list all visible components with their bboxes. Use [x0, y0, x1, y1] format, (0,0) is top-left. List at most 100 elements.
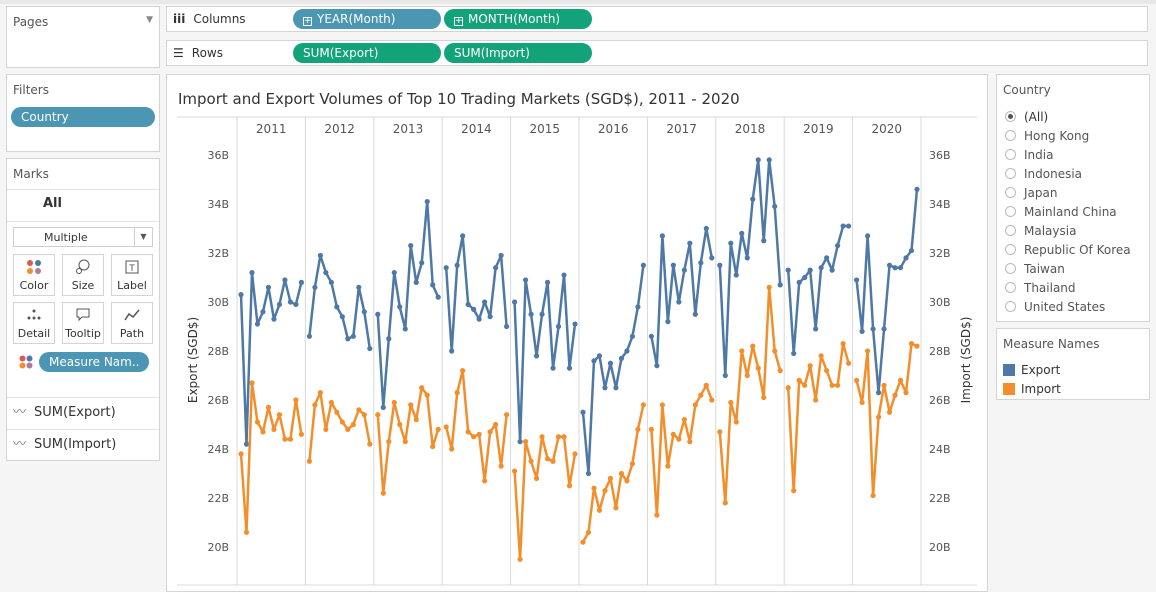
import-point [897, 377, 904, 383]
export-point [785, 267, 791, 273]
rows-icon: ☰ [173, 46, 184, 60]
rows-shelf[interactable]: ☰ Rows SUM(Export) SUM(Import) [166, 40, 1148, 66]
export-point [591, 358, 597, 364]
pages-card[interactable]: Pages ▼ [6, 6, 160, 68]
country-option[interactable]: Hong Kong [1005, 127, 1089, 145]
sum-import-pill[interactable]: SUM(Import) [444, 43, 592, 63]
export-point [555, 323, 562, 330]
import-point [908, 341, 915, 347]
export-point [350, 333, 356, 339]
export-point [254, 321, 261, 327]
y-axis-title-right: Import (SGD$) [959, 317, 973, 404]
country-option[interactable]: Republic Of Korea [1005, 241, 1131, 259]
import-point [397, 421, 403, 428]
radio-button[interactable] [1005, 149, 1016, 160]
country-filter-pill[interactable]: Country [11, 107, 155, 127]
country-option[interactable]: India [1005, 146, 1053, 164]
import-point [859, 399, 865, 406]
tooltip-button-label: Tooltip [65, 327, 101, 340]
country-option[interactable]: Malaysia [1005, 222, 1076, 240]
country-option[interactable]: United States [1005, 298, 1105, 316]
columns-shelf[interactable]: iii Columns + YEAR(Month) + MONTH(Month) [166, 6, 1148, 32]
export-point [402, 326, 408, 332]
import-point [254, 419, 261, 425]
import-point [306, 458, 312, 464]
country-filter-card: Country (All) Hong Kong India Indonesia Japa… [996, 74, 1150, 322]
import-point [744, 372, 750, 379]
color-button[interactable]: Color [13, 254, 55, 296]
label-button[interactable]: T Label [111, 254, 153, 296]
export-point [733, 272, 739, 278]
marks-measure-import[interactable]: 〰 SUM(Import) [13, 430, 116, 460]
export-point [238, 292, 244, 298]
export-point [750, 196, 756, 202]
export-point [361, 309, 367, 315]
marks-measure-export[interactable]: 〰 SUM(Export) [13, 398, 116, 428]
export-point [282, 277, 288, 283]
import-point [517, 556, 523, 562]
top-header-strip [0, 0, 1156, 4]
month-month-pill[interactable]: + MONTH(Month) [444, 9, 592, 29]
country-option[interactable]: Thailand [1005, 279, 1076, 297]
export-point [249, 270, 255, 276]
import-point [777, 368, 783, 374]
import-point [709, 397, 715, 403]
import-point [265, 404, 272, 410]
export-line-segment [513, 273, 577, 443]
y-tick-right: 28B [929, 345, 951, 358]
path-button[interactable]: Path [111, 302, 153, 344]
chevron-down-icon[interactable]: ▼ [146, 15, 153, 25]
export-point [449, 348, 455, 354]
export-point [717, 262, 723, 268]
radio-button[interactable] [1005, 263, 1016, 274]
line-chart[interactable]: Import and Export Volumes of Top 10 Trad… [167, 75, 987, 591]
import-point [339, 419, 345, 425]
export-line-segment [444, 234, 508, 353]
import-point [687, 439, 693, 445]
tooltip-button[interactable]: Tooltip [62, 302, 104, 344]
radio-button[interactable] [1005, 244, 1016, 255]
measure-names-legend: Measure Names Export Import [996, 328, 1150, 400]
import-point [728, 399, 734, 406]
radio-button[interactable] [1005, 168, 1016, 179]
radio-button[interactable] [1005, 111, 1016, 122]
radio-button[interactable] [1005, 187, 1016, 198]
year-month-pill[interactable]: + YEAR(Month) [293, 9, 441, 29]
radio-button[interactable] [1005, 206, 1016, 217]
radio-button[interactable] [1005, 130, 1016, 141]
country-option[interactable]: Taiwan [1005, 260, 1065, 278]
detail-button[interactable]: Detail [13, 302, 55, 344]
export-point [408, 243, 414, 249]
legend-title: Measure Names [1003, 337, 1100, 351]
import-point [430, 443, 436, 450]
legend-item-import[interactable]: Import [1003, 380, 1061, 398]
export-point [796, 279, 802, 285]
import-point [561, 434, 567, 440]
detail-button-label: Detail [17, 327, 51, 340]
country-option[interactable]: Mainland China [1005, 203, 1117, 221]
marks-all-label[interactable]: All [43, 196, 62, 211]
radio-button[interactable] [1005, 301, 1016, 312]
radio-button[interactable] [1005, 225, 1016, 236]
import-point [367, 441, 373, 447]
import-point [555, 434, 562, 440]
measure-names-color-pill[interactable]: Measure Nam.. [39, 352, 149, 372]
import-point [293, 397, 299, 403]
size-button[interactable]: Size [62, 254, 104, 296]
import-line-segment [513, 435, 577, 561]
chevron-down-icon: ▼ [134, 228, 152, 246]
country-option[interactable]: Indonesia [1005, 165, 1082, 183]
import-point [654, 512, 660, 518]
export-point [728, 240, 734, 246]
sum-export-pill[interactable]: SUM(Export) [293, 43, 441, 63]
country-option[interactable]: (All) [1005, 108, 1048, 126]
path-icon [112, 303, 152, 325]
mark-type-dropdown[interactable]: Multiple ▼ [13, 227, 153, 247]
legend-item-export[interactable]: Export [1003, 361, 1060, 379]
radio-button[interactable] [1005, 282, 1016, 293]
import-point [761, 394, 767, 401]
country-option[interactable]: Japan [1005, 184, 1057, 202]
export-point [908, 247, 915, 254]
export-point [367, 345, 373, 352]
export-point [380, 404, 386, 410]
